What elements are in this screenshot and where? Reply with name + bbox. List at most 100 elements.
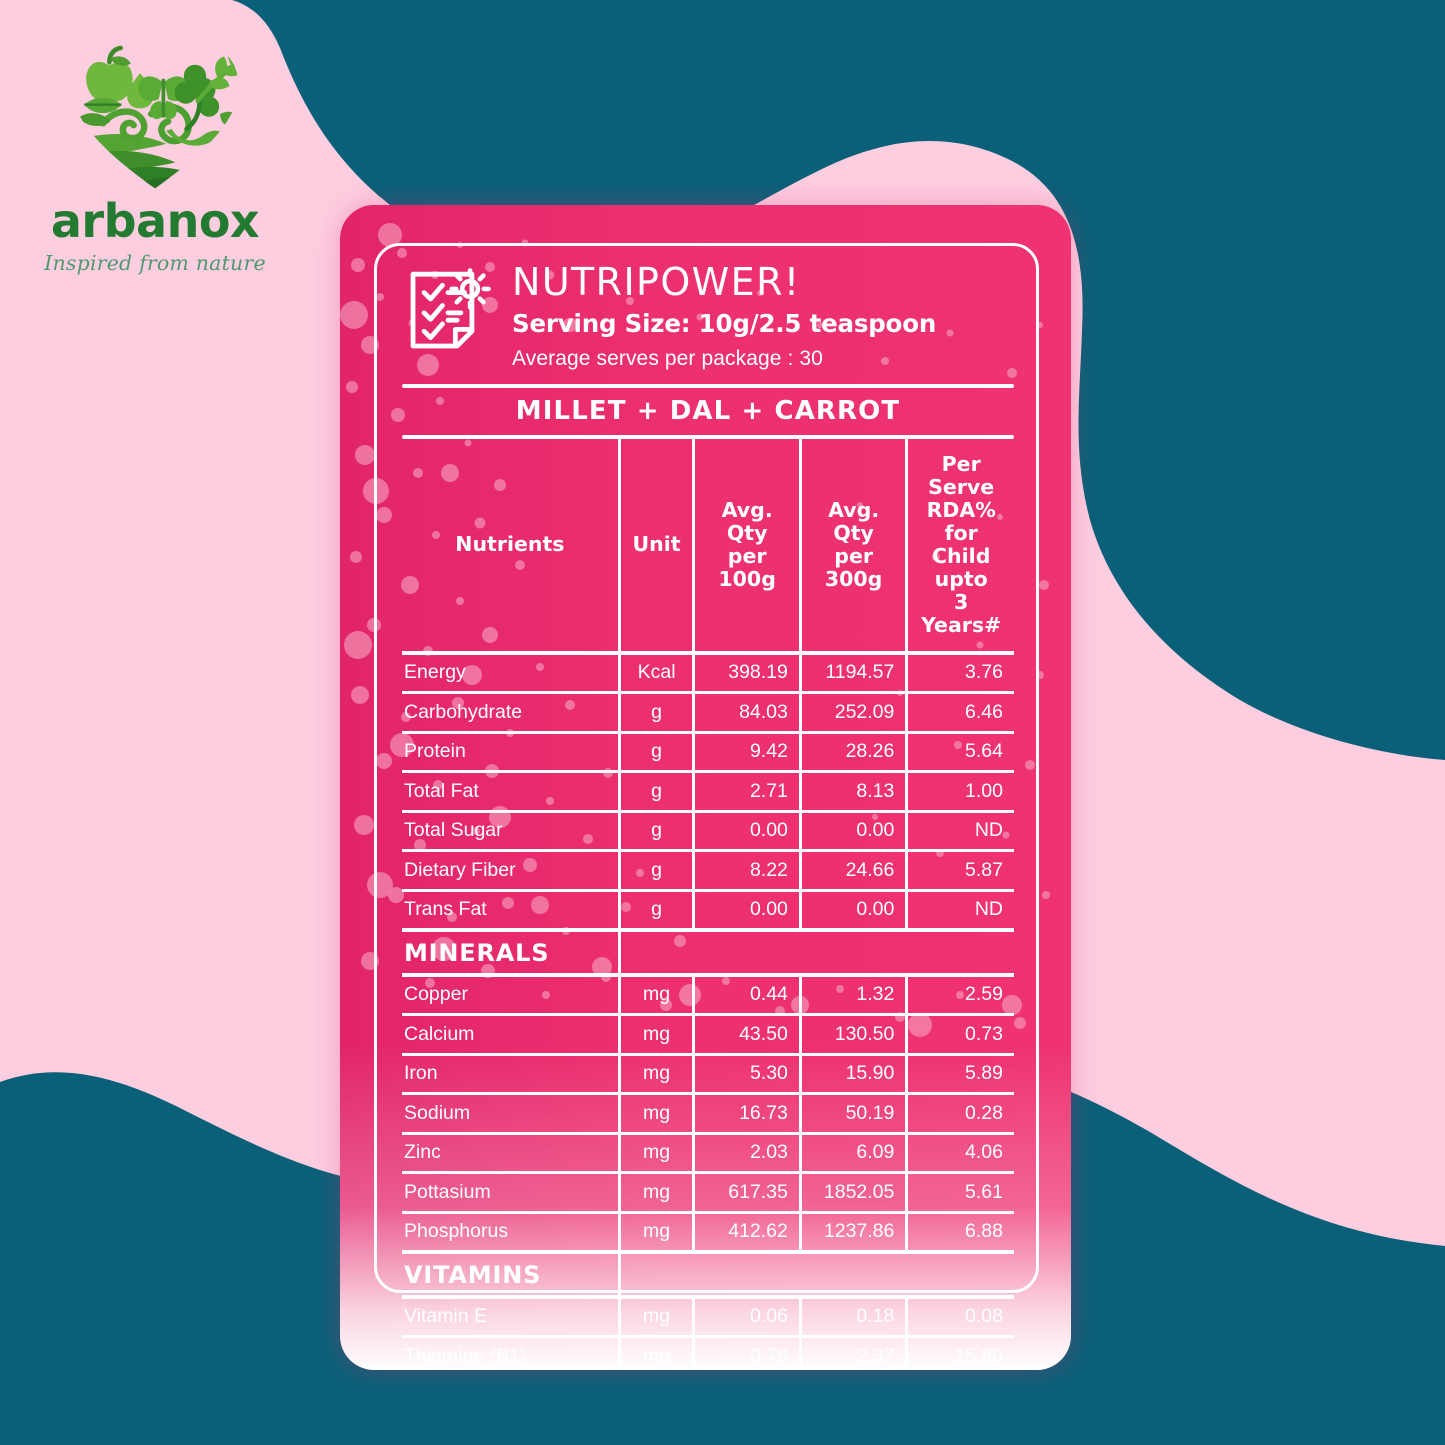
table-row: Total Fat g 2.71 8.13 1.00 (402, 771, 1014, 813)
cell-per-100g: 617.35 (692, 1172, 801, 1214)
cell-nutrient: Sodium (402, 1093, 620, 1135)
cell-nutrient: Zinc (402, 1133, 620, 1175)
cell-unit: g (617, 732, 694, 774)
cell-per-300g: 15.90 (798, 1054, 907, 1096)
cell-per-100g: 5.30 (692, 1054, 801, 1096)
cell-unit: mg (617, 1133, 694, 1175)
cell-per-300g: 1194.57 (798, 652, 907, 695)
cell-rda: 3.76 (905, 652, 1014, 695)
cell-unit: g (617, 890, 694, 933)
nutrition-card: NUTRIPOWER! Serving Size: 10g/2.5 teaspo… (340, 205, 1071, 1370)
table-section-header-minerals: MINERALS (402, 930, 1014, 977)
cell-unit: mg (617, 1014, 694, 1056)
column-header-rda: Per Serve RDA% for Child upto 3 Years# (905, 439, 1014, 655)
section-spacer-cell (906, 1252, 1014, 1299)
page-title: NUTRIPOWER! (512, 260, 801, 304)
cell-unit: Kcal (617, 652, 694, 695)
section-spacer-cell (800, 1252, 907, 1299)
cell-per-100g: 0.00 (692, 811, 801, 853)
table-row: Dietary Fiber g 8.22 24.66 5.87 (402, 850, 1014, 892)
cell-rda: 5.89 (905, 1054, 1014, 1096)
cell-unit: mg (617, 1054, 694, 1096)
cell-per-100g: 0.06 (692, 1296, 801, 1339)
cell-per-100g: 412.62 (692, 1212, 801, 1255)
cell-rda: 1.00 (905, 771, 1014, 813)
cell-nutrient: Thiamine (B1) (402, 1336, 620, 1370)
cell-rda: 5.64 (905, 732, 1014, 774)
card-header: NUTRIPOWER! Serving Size: 10g/2.5 teaspo… (402, 253, 1014, 370)
cell-per-300g: 8.13 (798, 771, 907, 813)
cell-per-300g: 0.00 (798, 890, 907, 933)
nutrition-table: Nutrients Unit Avg. Qty per 100g Avg. Qty… (402, 439, 1014, 1370)
table-header-row: Nutrients Unit Avg. Qty per 100g Avg. Qty… (402, 439, 1014, 655)
cell-rda: 0.28 (905, 1093, 1014, 1135)
cell-nutrient: Protein (402, 732, 620, 774)
section-spacer-cell (693, 1252, 801, 1299)
table-row: Total Sugar g 0.00 0.00 ND (402, 811, 1014, 853)
table-row: Calcium mg 43.50 130.50 0.73 (402, 1014, 1014, 1056)
cell-nutrient: Copper (402, 974, 620, 1017)
cell-unit: mg (617, 1336, 694, 1370)
cell-per-300g: 28.26 (798, 732, 907, 774)
cell-per-300g: 0.18 (798, 1296, 907, 1339)
table-row: Pottasium mg 617.35 1852.05 5.61 (402, 1172, 1014, 1214)
cell-per-300g: 50.19 (798, 1093, 907, 1135)
table-row: Phosphorus mg 412.62 1237.86 6.88 (402, 1212, 1014, 1255)
table-body: Energy Kcal 398.19 1194.57 3.76 Carbohydrate g… (402, 652, 1014, 1370)
section-spacer-cell (693, 930, 801, 977)
cell-nutrient: Pottasium (402, 1172, 620, 1214)
cell-rda: 4.06 (905, 1133, 1014, 1175)
cell-nutrient: Iron (402, 1054, 620, 1096)
column-header-per-300g: Avg. Qty per 300g (798, 439, 907, 655)
cell-per-100g: 43.50 (692, 1014, 801, 1056)
cell-per-100g: 2.71 (692, 771, 801, 813)
cell-unit: mg (617, 974, 694, 1017)
cell-per-300g: 1.32 (798, 974, 907, 1017)
cell-per-100g: 84.03 (692, 692, 801, 734)
nature-heart-logo-icon (71, 43, 239, 189)
cell-per-300g: 24.66 (798, 850, 907, 892)
table-row: Zinc mg 2.03 6.09 4.06 (402, 1133, 1014, 1175)
cell-per-300g: 1852.05 (798, 1172, 907, 1214)
cell-per-100g: 398.19 (692, 652, 801, 695)
cell-rda: 2.59 (905, 974, 1014, 1017)
serves-per-package-text: Average serves per package : 30 (512, 346, 823, 370)
section-label: VITAMINS (402, 1252, 620, 1299)
cell-rda: 6.46 (905, 692, 1014, 734)
brand-name: arbanox (50, 194, 260, 248)
cell-rda: 6.88 (905, 1212, 1014, 1255)
divider-top (402, 384, 1014, 389)
cell-per-100g: 8.22 (692, 850, 801, 892)
brand-tagline: Inspired from nature (44, 251, 266, 275)
cell-unit: mg (617, 1093, 694, 1135)
table-row: Trans Fat g 0.00 0.00 ND (402, 890, 1014, 933)
cell-per-300g: 6.09 (798, 1133, 907, 1175)
cell-nutrient: Trans Fat (402, 890, 620, 933)
brand-logo: arbanox Inspired from nature (30, 34, 280, 275)
table-row: Iron mg 5.30 15.90 5.89 (402, 1054, 1014, 1096)
cell-per-100g: 0.00 (692, 890, 801, 933)
cell-nutrient: Vitamin E (402, 1296, 620, 1339)
column-header-nutrients: Nutrients (402, 439, 620, 655)
cell-per-300g: 1237.86 (798, 1212, 907, 1255)
cell-rda: 15.80 (905, 1336, 1014, 1370)
teal-blob-top-right (232, 0, 1445, 760)
cell-per-100g: 0.79 (692, 1336, 801, 1370)
cell-per-100g: 9.42 (692, 732, 801, 774)
cell-unit: g (617, 811, 694, 853)
table-row: Carbohydrate g 84.03 252.09 6.46 (402, 692, 1014, 734)
cell-rda: 0.08 (905, 1296, 1014, 1339)
cell-unit: g (617, 850, 694, 892)
section-label: MINERALS (402, 930, 620, 977)
cell-nutrient: Carbohydrate (402, 692, 620, 734)
cell-nutrient: Dietary Fiber (402, 850, 620, 892)
table-head: Nutrients Unit Avg. Qty per 100g Avg. Qty… (402, 439, 1014, 655)
blend-name: MILLET + DAL + CARROT (515, 396, 901, 427)
serving-size-text: Serving Size: 10g/2.5 teaspoon (512, 309, 937, 338)
column-header-per-100g: Avg. Qty per 100g (692, 439, 801, 655)
table-row: Energy Kcal 398.19 1194.57 3.76 (402, 652, 1014, 695)
section-spacer-cell (906, 930, 1014, 977)
cell-rda: ND (905, 811, 1014, 853)
